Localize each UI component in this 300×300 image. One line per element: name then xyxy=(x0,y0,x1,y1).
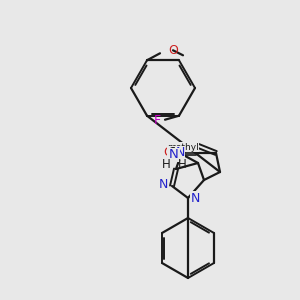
Text: O: O xyxy=(163,146,173,158)
Text: methyl: methyl xyxy=(167,142,199,152)
Text: C: C xyxy=(168,146,176,160)
Text: F: F xyxy=(153,114,161,127)
Text: N: N xyxy=(158,178,168,191)
Text: O: O xyxy=(168,44,178,57)
Text: N: N xyxy=(175,146,185,160)
Text: H: H xyxy=(162,158,170,172)
Text: N: N xyxy=(190,191,200,205)
Text: N: N xyxy=(169,148,179,161)
Text: H: H xyxy=(178,158,186,172)
